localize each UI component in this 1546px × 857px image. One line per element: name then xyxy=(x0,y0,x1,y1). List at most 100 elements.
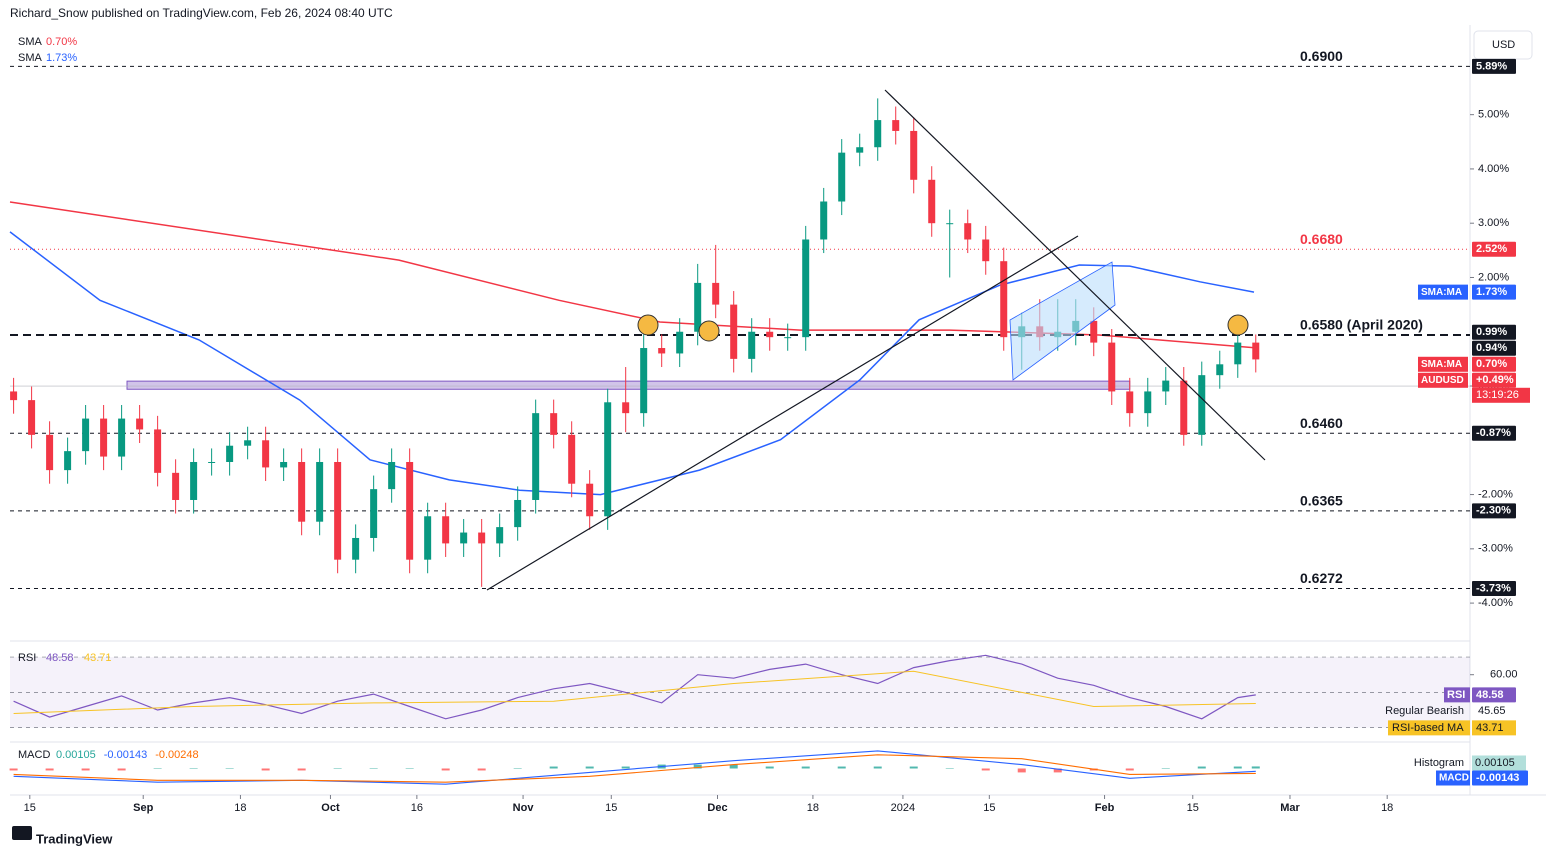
divergence-name: Regular Bearish xyxy=(1385,705,1464,717)
candle-body xyxy=(622,402,630,414)
candle-body xyxy=(928,179,936,224)
candle-body xyxy=(226,445,234,462)
candle-body xyxy=(136,418,144,430)
tag-name-bg xyxy=(1418,356,1468,372)
candle-body xyxy=(154,429,162,473)
x-tick-label: 15 xyxy=(1187,802,1199,814)
level-tag-bg xyxy=(1472,580,1516,596)
histogram-bar xyxy=(513,768,522,769)
marker-circle xyxy=(1227,314,1249,336)
legend-value: -0.00248 xyxy=(155,749,198,761)
y-tick-label: -3.00% xyxy=(1478,543,1513,555)
tag-name: AUDUSD xyxy=(1421,375,1464,386)
legend-value: 0.70% xyxy=(46,36,77,48)
candle-body xyxy=(190,461,198,500)
y-tick-label: 4.00% xyxy=(1478,163,1509,175)
y-tick-label: 5.00% xyxy=(1478,109,1509,121)
candle-body xyxy=(1234,342,1242,365)
candle-body xyxy=(802,239,810,338)
candle-body xyxy=(1162,380,1170,392)
candle-body xyxy=(964,223,972,240)
level-tag: 0.94% xyxy=(1476,342,1507,354)
x-tick-label: Feb xyxy=(1095,802,1115,814)
candle-body xyxy=(334,461,342,560)
y-tick-label: -4.00% xyxy=(1478,597,1513,609)
indicator-line xyxy=(13,654,1256,720)
legend-name: MACD xyxy=(18,749,50,761)
candle-body xyxy=(712,282,720,305)
sma-tag-bg xyxy=(1472,356,1516,372)
level-tag-bg xyxy=(1472,340,1516,356)
y-tick-label: 60.00 xyxy=(1490,669,1518,681)
candle-body xyxy=(82,418,90,452)
histogram-bar xyxy=(153,768,162,769)
candle-body xyxy=(1180,380,1188,435)
level-tag: -0.87% xyxy=(1476,427,1511,439)
candle-body xyxy=(856,147,864,153)
candle-body xyxy=(982,239,990,262)
brand: TradingView xyxy=(36,831,113,846)
currency[interactable]: USD xyxy=(1492,39,1515,51)
histogram-bar xyxy=(945,768,954,769)
candle-body xyxy=(766,331,774,338)
tag-name: SMA:MA xyxy=(1421,287,1462,298)
y-tick-label: 2.00% xyxy=(1478,271,1509,283)
rsi-tag: 48.58 xyxy=(1476,689,1504,701)
candle-body xyxy=(118,418,126,457)
histogram-bar xyxy=(9,768,18,771)
histogram-bar xyxy=(1161,768,1170,769)
histogram-bar xyxy=(873,766,882,769)
level-tag-bg xyxy=(1472,503,1516,519)
candle-body xyxy=(316,461,324,522)
macd-tag: -0.00143 xyxy=(1476,772,1519,784)
candle-body xyxy=(1216,364,1224,376)
logo xyxy=(12,826,32,840)
histogram-bar xyxy=(297,768,306,771)
x-tick-label: Nov xyxy=(513,802,535,814)
candle-body xyxy=(388,461,396,490)
histogram-bar xyxy=(1125,768,1134,771)
x-tick-label: Mar xyxy=(1280,802,1300,814)
histogram-bar xyxy=(765,766,774,769)
legend-name: RSI xyxy=(18,652,36,664)
histogram-bar xyxy=(369,768,378,769)
histogram-bar xyxy=(477,768,486,771)
level-tag: -2.30% xyxy=(1476,505,1511,517)
x-tick-label: 16 xyxy=(411,802,423,814)
indicator-line xyxy=(13,670,1256,714)
sma-tag: 1.73% xyxy=(1476,286,1507,298)
drawings xyxy=(486,89,1266,591)
candle-body xyxy=(838,152,846,202)
countdown: 13:19:26 xyxy=(1476,389,1519,401)
candle-body xyxy=(1198,375,1206,435)
rsi-name-bg xyxy=(1444,687,1470,703)
candle-body xyxy=(406,461,414,560)
x-tick-label: 15 xyxy=(24,802,36,814)
rsi-name: RSI xyxy=(1447,689,1465,701)
level-label: 0.6680 xyxy=(1300,231,1343,247)
level-label: 0.6580 (April 2020) xyxy=(1300,317,1423,333)
histogram-bar xyxy=(225,768,234,769)
countdown-bg xyxy=(1472,387,1530,403)
marker-circle xyxy=(637,314,659,336)
candle-body xyxy=(874,120,882,148)
candle-body xyxy=(694,282,702,332)
histogram-bar xyxy=(621,766,630,769)
candle-body xyxy=(676,331,684,354)
ma-name-bg xyxy=(1388,720,1470,736)
y-tick-label: -2.00% xyxy=(1478,488,1513,500)
candle-body xyxy=(784,337,792,339)
trendline xyxy=(884,89,1266,461)
legend-value: 48.58 xyxy=(46,652,74,664)
last-price-tag-bg xyxy=(1472,372,1516,388)
candle-body xyxy=(172,472,180,500)
x-tick-label: 18 xyxy=(234,802,246,814)
candle-body xyxy=(352,537,360,560)
support-zone xyxy=(126,380,1131,390)
candle-body xyxy=(262,440,270,468)
candle-body xyxy=(946,223,954,225)
candle-body xyxy=(604,402,612,517)
divergence-value: 45.65 xyxy=(1478,705,1506,717)
